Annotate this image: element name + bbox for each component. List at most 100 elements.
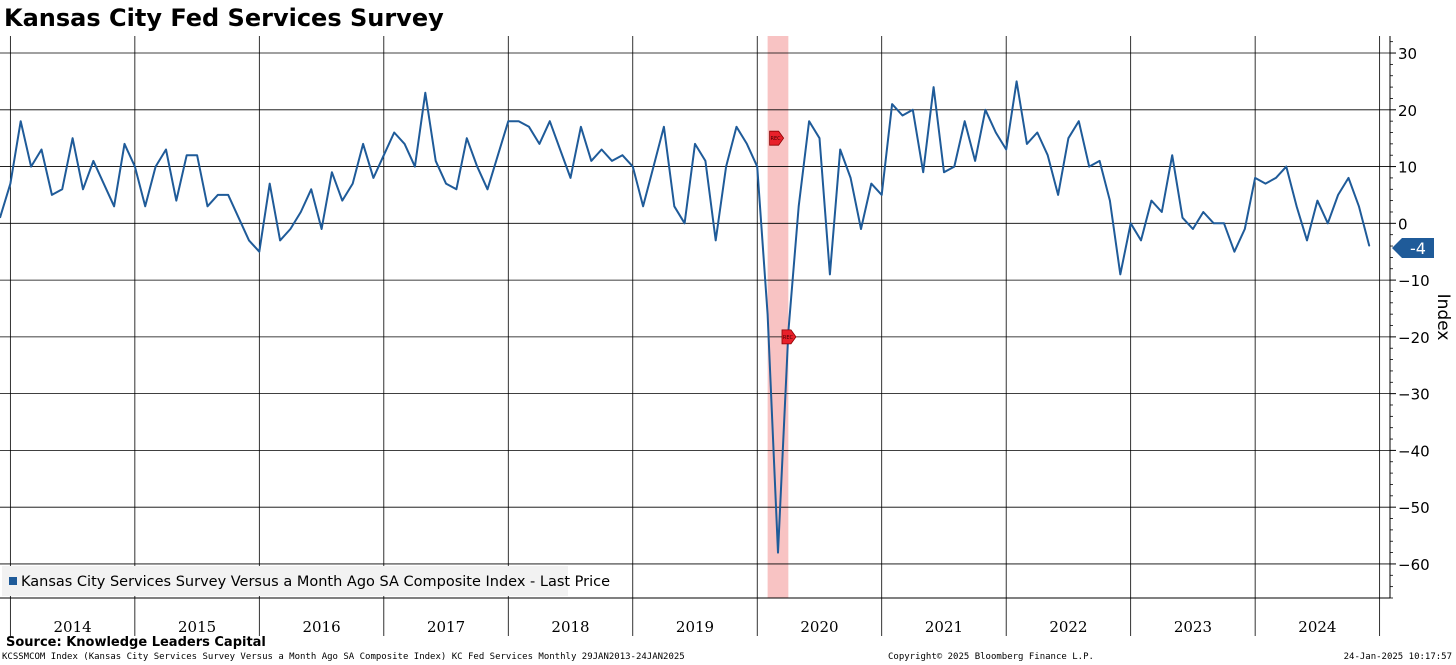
- data-point: [362, 143, 364, 145]
- data-point: [123, 143, 126, 145]
- data-point: [860, 228, 862, 230]
- y-axis-title: Index: [1433, 294, 1453, 341]
- data-point: [1223, 222, 1225, 224]
- data-point: [580, 126, 582, 128]
- data-point: [40, 148, 43, 151]
- recession-marker-icon: REC: [769, 130, 785, 146]
- data-point: [818, 137, 821, 139]
- data-point: [1358, 205, 1360, 207]
- data-point: [1192, 228, 1194, 230]
- data-point: [611, 160, 613, 162]
- data-point: [186, 154, 188, 156]
- x-tick-label: 2018: [551, 618, 589, 636]
- data-point: [1368, 245, 1370, 247]
- data-point: [103, 182, 105, 185]
- data-point: [518, 120, 520, 122]
- data-point: [870, 182, 872, 185]
- data-point: [756, 165, 758, 168]
- series-line: [0, 80, 1371, 554]
- data-point: [393, 131, 395, 134]
- y-tick-label: −10: [1398, 272, 1430, 290]
- data-point: [1337, 194, 1339, 196]
- data-point: [1202, 211, 1204, 213]
- data-point: [1347, 177, 1350, 179]
- x-tick-label: 2019: [676, 618, 714, 636]
- y-tick-label: −30: [1398, 386, 1430, 404]
- data-point: [424, 92, 426, 94]
- last-price-label: -4: [1410, 239, 1426, 258]
- last-price-callout: -4: [1392, 238, 1434, 259]
- data-point: [134, 165, 136, 168]
- data-point: [632, 165, 634, 168]
- data-point: [289, 228, 292, 230]
- data-point: [217, 194, 219, 196]
- data-point: [538, 143, 541, 145]
- data-point: [601, 148, 603, 151]
- data-point: [476, 165, 478, 168]
- data-point: [881, 194, 883, 196]
- recession-flag-label: REC: [771, 136, 782, 142]
- data-point: [1264, 182, 1267, 185]
- data-point: [497, 154, 499, 156]
- data-point: [279, 239, 281, 241]
- recession-band-layer: [767, 36, 789, 598]
- data-point: [154, 165, 157, 168]
- data-point: [922, 171, 924, 173]
- data-point: [403, 143, 406, 145]
- data-point: [165, 148, 167, 151]
- recession-marker-icon: REC: [781, 329, 797, 345]
- data-point: [746, 143, 748, 145]
- y-tick-label: 0: [1398, 215, 1408, 233]
- data-point: [341, 200, 343, 202]
- data-point: [642, 205, 644, 207]
- data-point: [507, 120, 509, 122]
- data-point: [590, 160, 592, 162]
- data-point: [1275, 177, 1277, 179]
- recession-markers: REC REC: [769, 130, 797, 345]
- data-point: [300, 211, 302, 213]
- last-price-flag: [1392, 238, 1434, 259]
- legend: Kansas City Services Survey Versus a Mon…: [2, 566, 610, 596]
- data-point: [269, 182, 271, 185]
- data-point: [1078, 120, 1080, 122]
- gridlines: [0, 36, 1390, 636]
- x-tick-label: 2014: [54, 618, 92, 636]
- x-tick-label: 2015: [178, 618, 216, 636]
- data-point: [1005, 148, 1007, 151]
- data-point: [1057, 194, 1059, 196]
- data-point: [694, 143, 696, 145]
- data-point: [1047, 154, 1049, 156]
- data-point: [1161, 211, 1163, 213]
- y-tick-label: 10: [1398, 159, 1417, 177]
- data-point: [1244, 228, 1246, 230]
- data-point: [673, 205, 675, 207]
- data-point: [901, 114, 904, 117]
- data-point: [352, 182, 354, 185]
- data-point: [808, 120, 810, 122]
- data-point: [248, 239, 250, 241]
- footer-series-info: KCSSMCOM Index (Kansas City Services Sur…: [2, 652, 685, 662]
- data-point: [0, 217, 1, 219]
- recession-flag-label: REC: [783, 335, 794, 341]
- data-point: [798, 205, 800, 207]
- legend-label: Kansas City Services Survey Versus a Mon…: [21, 574, 610, 590]
- data-point: [1171, 154, 1173, 156]
- footer-copyright: Copyright© 2025 Bloomberg Finance L.P.: [888, 652, 1094, 662]
- data-point: [1109, 200, 1111, 202]
- data-point: [92, 160, 94, 162]
- data-point: [1254, 177, 1256, 179]
- data-point: [1316, 200, 1318, 202]
- data-point: [984, 109, 987, 111]
- x-tick-label: 2017: [427, 618, 465, 636]
- data-point: [932, 86, 935, 88]
- data-point: [1306, 239, 1308, 241]
- data-point: [559, 148, 561, 151]
- data-point: [196, 154, 198, 156]
- data-point: [435, 160, 437, 162]
- data-point: [725, 165, 727, 168]
- data-point: [237, 217, 240, 219]
- data-point: [320, 228, 323, 230]
- footer-timestamp: 24-Jan-2025 10:17:57: [1343, 652, 1452, 662]
- data-point: [1327, 222, 1329, 224]
